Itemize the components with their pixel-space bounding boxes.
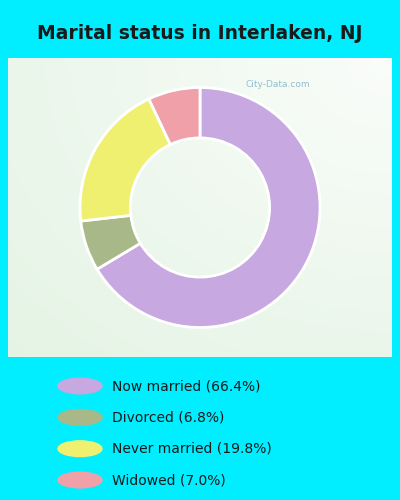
Text: Widowed (7.0%): Widowed (7.0%) [112,473,226,487]
Circle shape [58,472,102,488]
Text: City-Data.com: City-Data.com [246,80,310,89]
Wedge shape [81,216,140,269]
Text: Now married (66.4%): Now married (66.4%) [112,379,260,393]
Wedge shape [80,99,170,221]
Circle shape [58,441,102,456]
Text: Divorced (6.8%): Divorced (6.8%) [112,410,224,424]
Circle shape [58,378,102,394]
Wedge shape [149,88,200,144]
Text: Marital status in Interlaken, NJ: Marital status in Interlaken, NJ [37,24,363,43]
Wedge shape [97,88,320,328]
Circle shape [58,410,102,425]
Text: Never married (19.8%): Never married (19.8%) [112,442,272,456]
